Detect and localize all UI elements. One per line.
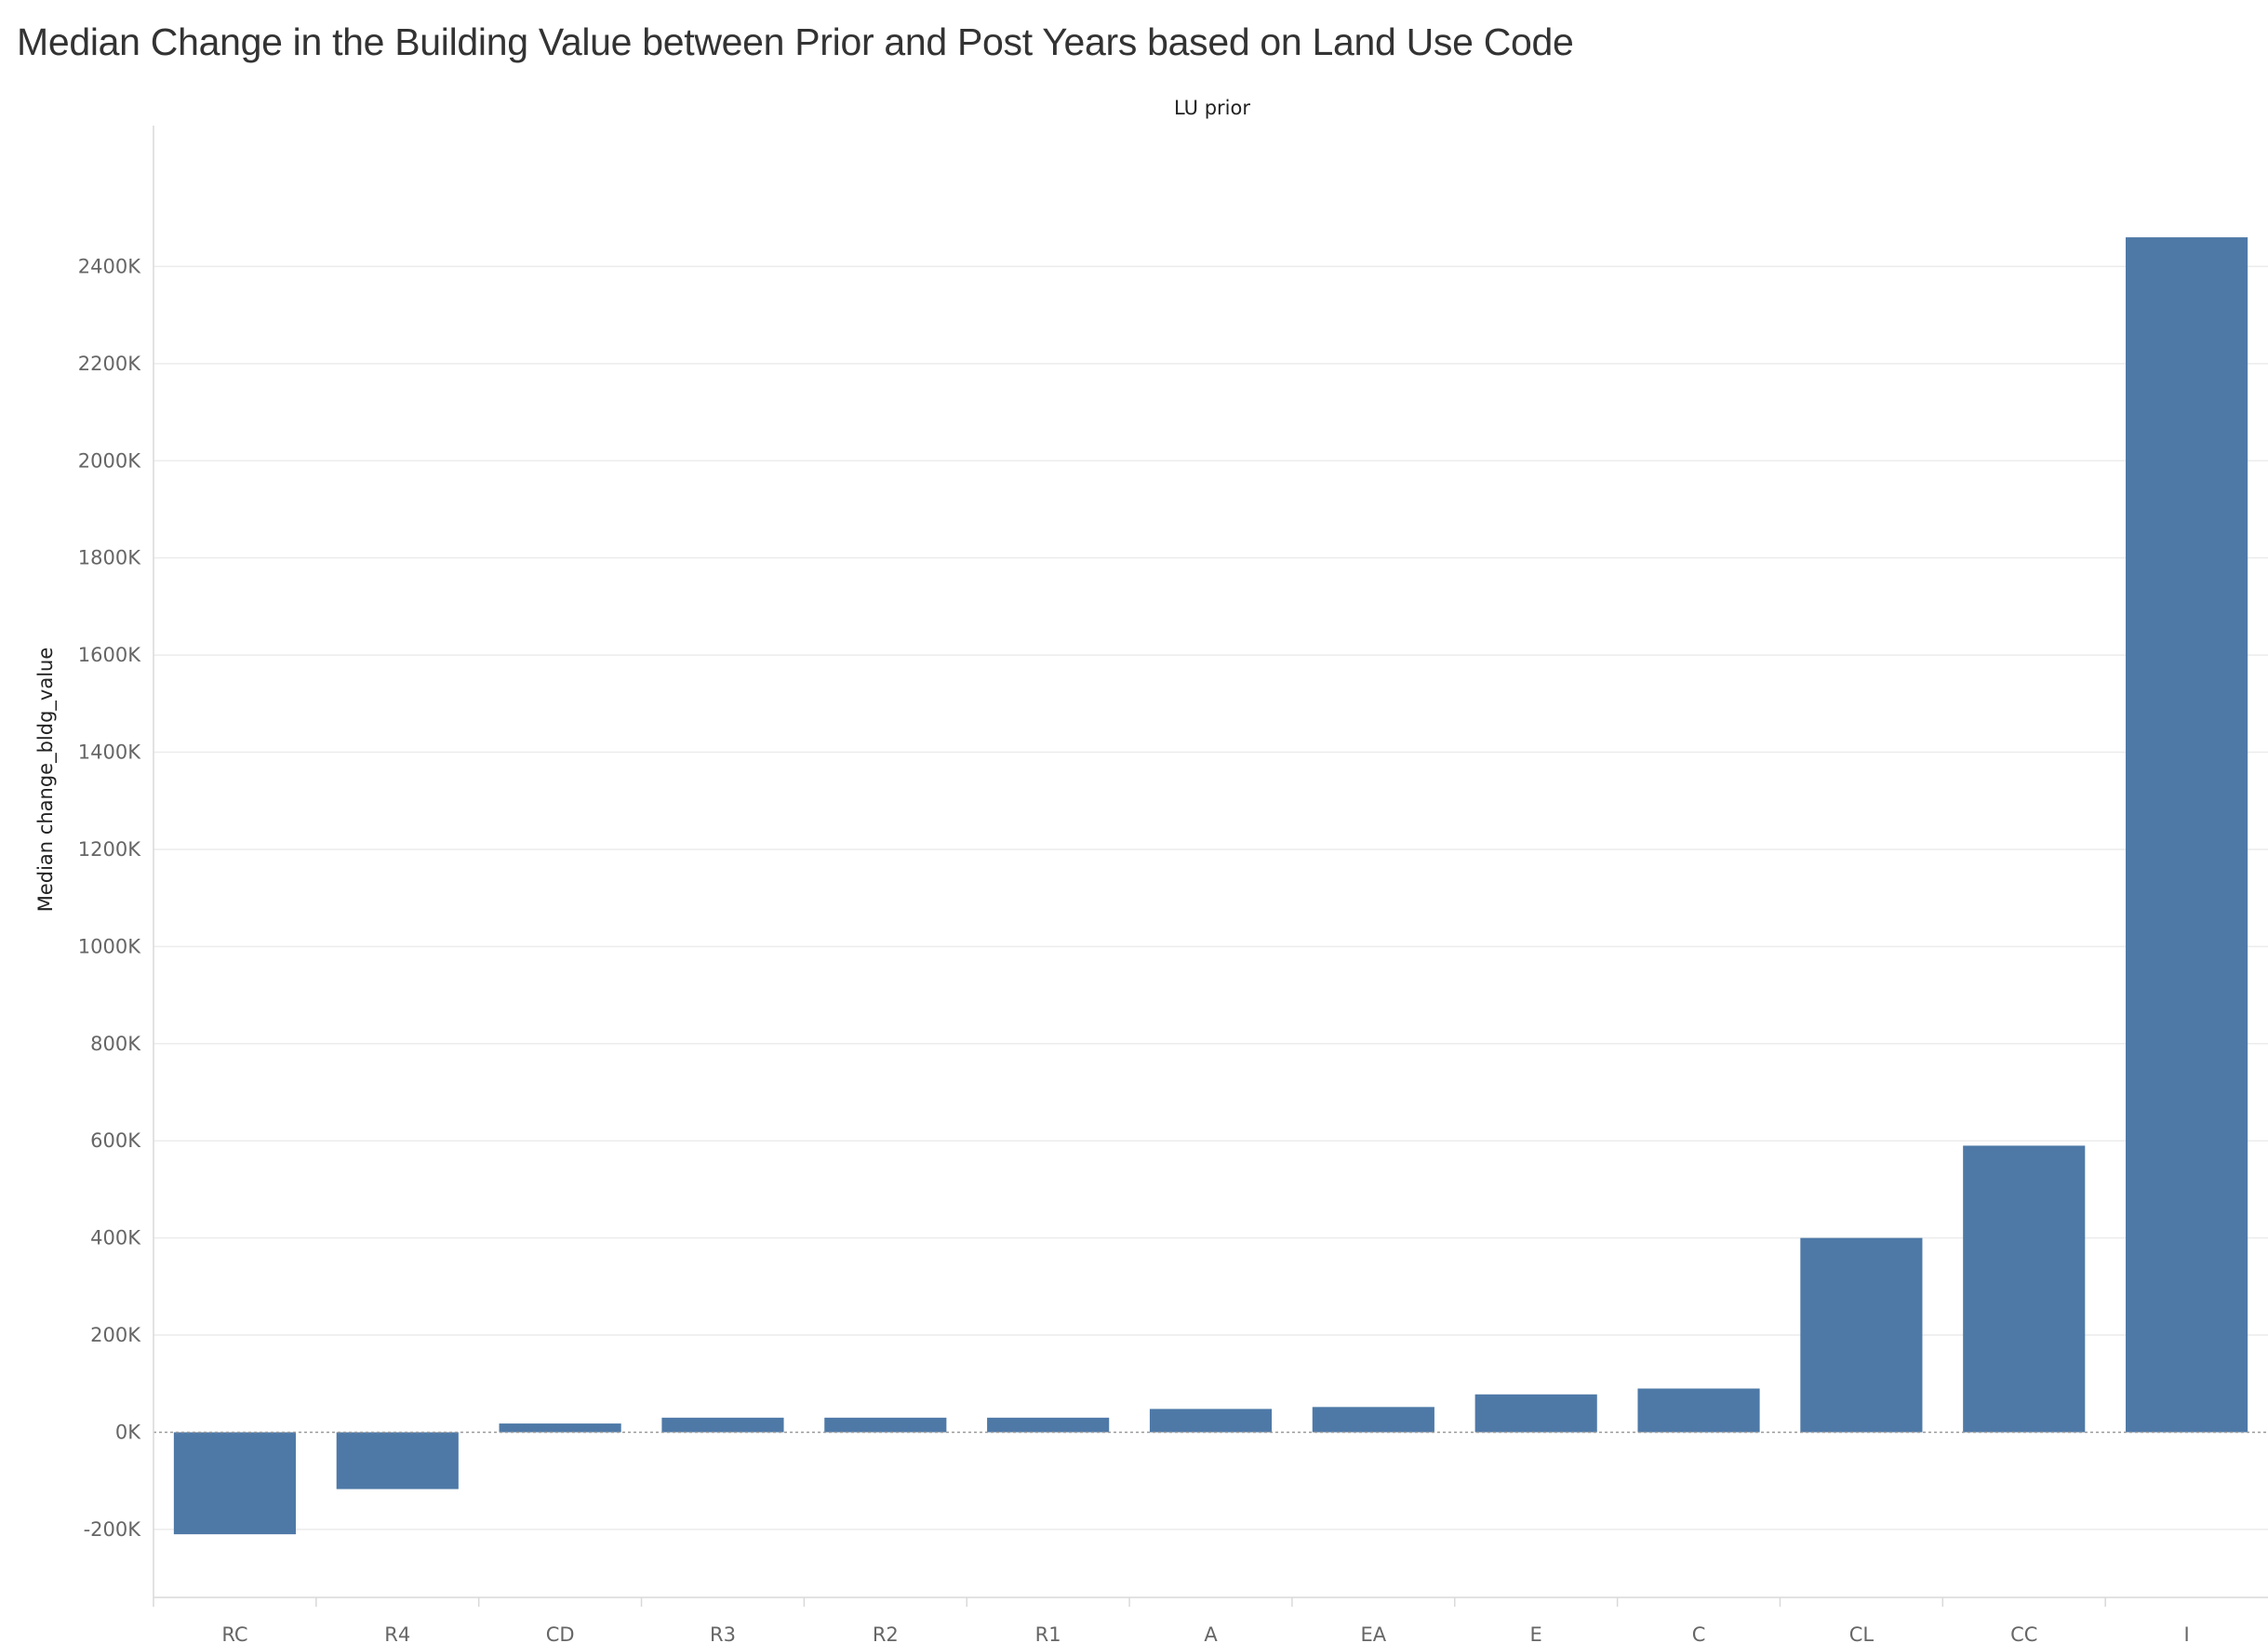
- y-tick-label: 1600K: [78, 644, 141, 666]
- chart-title: Median Change in the Building Value betw…: [17, 20, 1574, 63]
- y-tick-label: 2200K: [78, 353, 141, 375]
- x-tick-label: CC: [2010, 1623, 2037, 1643]
- x-tick-label: EA: [1361, 1623, 1387, 1643]
- bar-r2: [824, 1417, 947, 1433]
- x-tick-label: R2: [873, 1623, 899, 1643]
- axes: [153, 126, 2268, 1607]
- bar-i: [2126, 237, 2248, 1433]
- y-tick-label: 0K: [115, 1421, 141, 1443]
- y-tick-label: 2400K: [78, 255, 141, 277]
- gridlines: [153, 265, 2268, 1530]
- x-tick-label: C: [1692, 1623, 1706, 1643]
- x-tick-label: E: [1530, 1623, 1542, 1643]
- tick-labels: -200K 0K 200K 400K 600K 800K 1000K 1200K 1400K 16…: [78, 255, 2190, 1643]
- bar-r4: [336, 1432, 459, 1489]
- y-tick-label: 600K: [90, 1129, 141, 1152]
- x-tick-label: R4: [384, 1623, 410, 1643]
- bar-cd: [499, 1423, 621, 1433]
- bar-r3: [661, 1417, 784, 1433]
- bar-ea: [1312, 1407, 1434, 1433]
- y-tick-label: 400K: [90, 1227, 141, 1249]
- x-tick-label: I: [2183, 1623, 2189, 1643]
- x-tick-label: A: [1204, 1623, 1218, 1643]
- y-tick-label: 1800K: [78, 547, 141, 569]
- y-tick-label: 2000K: [78, 449, 141, 472]
- column-header: LU prior: [1174, 97, 1250, 119]
- bar-a: [1149, 1409, 1273, 1433]
- bar-rc: [173, 1432, 296, 1535]
- bar-cc: [1963, 1145, 2086, 1433]
- x-tick-label: CD: [546, 1623, 575, 1643]
- y-tick-label: 1400K: [78, 741, 141, 764]
- y-tick-label: 800K: [90, 1033, 141, 1055]
- bars: [173, 237, 2248, 1535]
- bar-e: [1474, 1394, 1597, 1433]
- y-tick-label: 1000K: [78, 935, 141, 957]
- y-tick-label: -200K: [84, 1518, 142, 1541]
- bar-r1: [987, 1417, 1110, 1433]
- x-tick-label: RC: [221, 1623, 247, 1643]
- y-tick-label: 200K: [90, 1324, 141, 1346]
- y-axis-title: Median change_bldg_value: [34, 648, 58, 913]
- bar-cl: [1800, 1237, 1923, 1433]
- x-tick-label: R1: [1035, 1623, 1061, 1643]
- x-tick-label: CL: [1849, 1623, 1874, 1643]
- x-tick-label: R3: [710, 1623, 736, 1643]
- y-tick-label: 1200K: [78, 838, 141, 861]
- bar-c: [1637, 1388, 1760, 1433]
